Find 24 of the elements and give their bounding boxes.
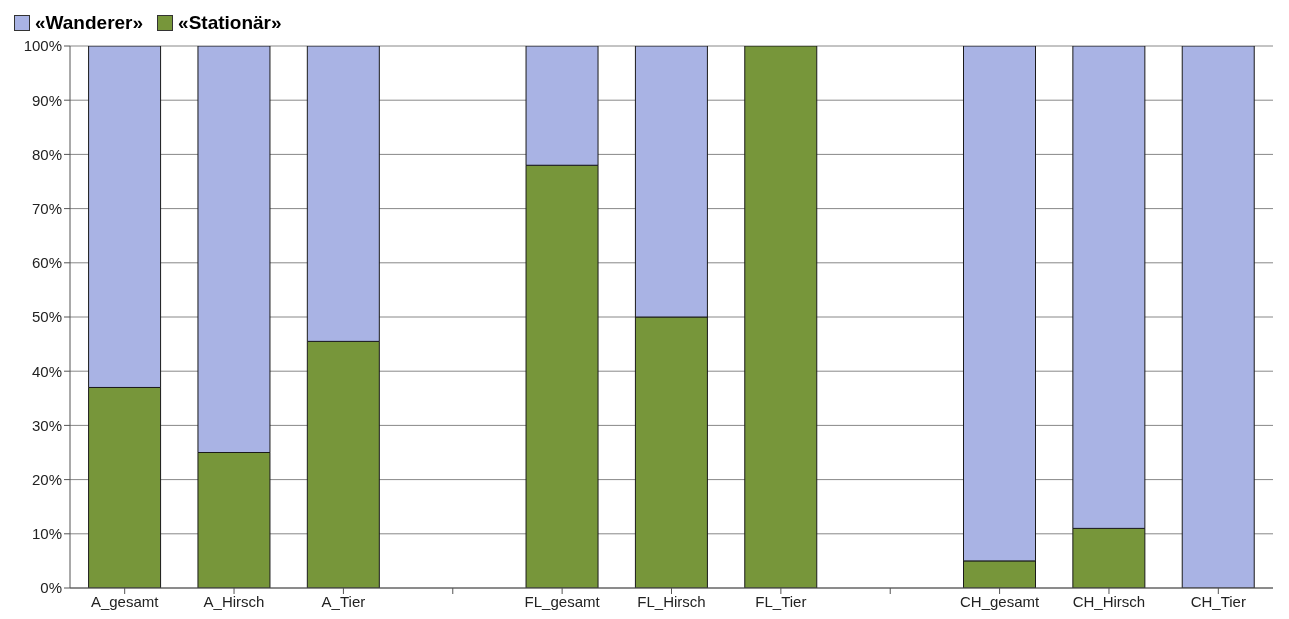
- x-tick-label: CH_Tier: [1190, 592, 1246, 610]
- x-tick-label: FL_Hirsch: [637, 592, 706, 610]
- x-tick-label: A_Tier: [321, 592, 366, 610]
- y-tick-label: 10%: [31, 525, 62, 543]
- y-tick-label: 80%: [31, 145, 62, 163]
- y-tick-label: 100%: [23, 37, 62, 55]
- y-tick-label: 50%: [31, 308, 62, 326]
- y-tick-label: 60%: [31, 254, 62, 272]
- bar: [744, 46, 818, 588]
- legend-label: «Stationär»: [178, 12, 282, 34]
- y-tick-label: 70%: [31, 199, 62, 217]
- x-tick-label: FL_Tier: [755, 592, 807, 610]
- x-tick-label: A_Hirsch: [203, 592, 265, 610]
- bar: [1181, 46, 1255, 588]
- y-tick-label: 0%: [40, 579, 62, 597]
- legend-label: «Wanderer»: [35, 12, 144, 34]
- y-tick-label: 20%: [31, 470, 62, 488]
- x-tick-label: A_gesamt: [90, 592, 160, 610]
- y-tick-label: 30%: [31, 416, 62, 434]
- x-tick-label: CH_Hirsch: [1072, 592, 1146, 610]
- x-tick-label: CH_gesamt: [959, 592, 1041, 610]
- x-tick-label: FL_gesamt: [524, 592, 601, 610]
- y-tick-label: 40%: [31, 362, 62, 380]
- y-tick-label: 90%: [31, 91, 62, 109]
